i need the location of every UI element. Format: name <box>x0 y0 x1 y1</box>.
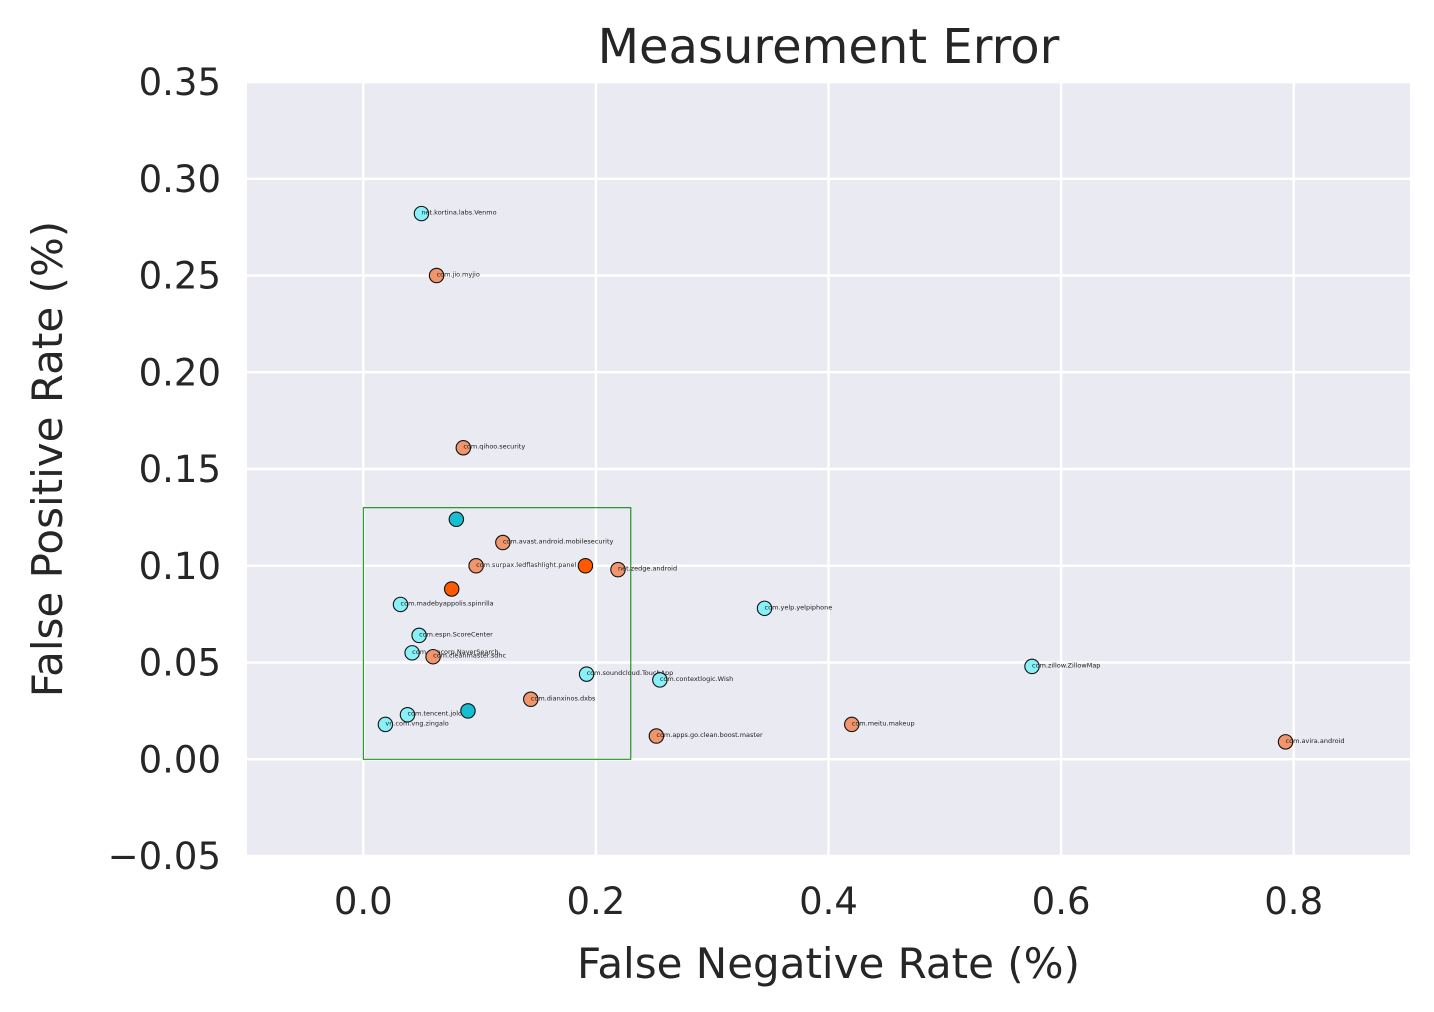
point-marker <box>495 534 511 551</box>
point-label: com.yelp.yelpiphone <box>765 603 833 611</box>
y-tick-label: 0.35 <box>139 61 221 104</box>
y-tick-label: 0.20 <box>139 351 221 394</box>
data-point <box>448 511 465 528</box>
point-marker <box>577 557 594 574</box>
point-marker <box>756 600 773 617</box>
point-marker <box>404 645 420 661</box>
y-tick-label: 0.10 <box>139 545 221 588</box>
point-marker <box>455 439 472 456</box>
x-tick-label: 0.6 <box>1032 880 1091 923</box>
x-tick-label: 0.0 <box>334 880 393 923</box>
point-marker <box>578 666 595 682</box>
point-label: com.surpax.ledflashlight.panel <box>476 561 576 569</box>
data-point: com.surpax.ledflashlight.panel <box>468 557 576 574</box>
point-label: com.meitu.makeup <box>852 719 915 727</box>
point-label: com.nhncorp.NaverSearch <box>412 648 498 656</box>
data-point: com.jio.myjio <box>428 267 480 284</box>
y-tick-label: 0.05 <box>139 642 221 685</box>
point-marker <box>399 706 416 723</box>
data-point: com.meitu.makeup <box>844 716 915 733</box>
data-point: com.qihoo.security <box>455 439 525 456</box>
data-point <box>460 703 476 719</box>
data-point: com.apps.go.clean.boost.master <box>648 728 763 744</box>
point-marker <box>443 581 460 597</box>
data-point: com.soundcloud.TouchApp <box>578 666 674 682</box>
data-point: com.espn.ScoreCenter <box>411 627 493 644</box>
point-marker <box>392 596 409 613</box>
data-point: com.zillow.ZillowMap <box>1024 658 1100 675</box>
point-label: net.zedge.android <box>618 565 677 573</box>
point-label: com.dianxinos.dxbs <box>531 694 596 702</box>
point-label: com.qihoo.security <box>463 443 525 451</box>
data-points: net.kortina.labs.Venmo com.jio.myjio com.q… <box>377 205 1345 750</box>
x-tick-label: 0.2 <box>566 880 625 923</box>
x-axis-label: False Negative Rate (%) <box>577 939 1080 988</box>
point-marker <box>1277 734 1294 750</box>
point-label: com.cleanmaster.sdhc <box>433 652 506 660</box>
point-label: com.jio.myjio <box>437 271 480 279</box>
data-point: com.madebyappolis.spinrilla <box>392 596 494 613</box>
data-point: com.dianxinos.dxbs <box>523 691 596 708</box>
point-label: com.contextlogic.Wish <box>660 675 733 683</box>
data-point: com.cleanmaster.sdhc <box>425 648 507 665</box>
data-point <box>443 581 460 597</box>
data-point: com.contextlogic.Wish <box>652 672 733 688</box>
point-marker <box>652 672 668 688</box>
data-point: com.avast.android.mobilesecurity <box>495 534 614 551</box>
x-tick-label: 0.8 <box>1264 880 1323 923</box>
y-tick-label: 0.30 <box>139 158 221 201</box>
x-tick-label: 0.4 <box>799 880 858 923</box>
data-point: vn.com.vng.zingalo <box>377 716 449 733</box>
data-point <box>577 557 594 574</box>
x-tick-labels: 0.0 0.2 0.4 0.6 0.8 <box>334 880 1323 923</box>
data-point: net.zedge.android <box>610 561 677 578</box>
point-label: com.avira.android <box>1286 737 1345 745</box>
point-label: com.tencent.jolo <box>407 710 462 718</box>
y-tick-label: 0.00 <box>139 738 221 781</box>
point-marker <box>377 716 394 733</box>
point-label: vn.com.vng.zingalo <box>385 719 448 727</box>
point-marker <box>523 691 539 708</box>
point-label: net.kortina.labs.Venmo <box>421 209 496 217</box>
point-marker <box>468 557 484 574</box>
highlight-box <box>362 507 632 760</box>
data-point: com.nhncorp.NaverSearch <box>404 645 499 661</box>
point-marker <box>610 561 626 578</box>
point-label: com.apps.go.clean.boost.master <box>656 731 763 739</box>
point-marker <box>448 511 465 528</box>
point-marker <box>411 627 427 644</box>
data-point: com.tencent.jolo <box>399 706 462 723</box>
y-tick-label: 0.15 <box>139 448 221 491</box>
point-label: com.zillow.ZillowMap <box>1032 661 1100 669</box>
y-tick-labels: −0.05 0.00 0.05 0.10 0.15 0.20 0.25 0.30 0.35 <box>108 61 221 878</box>
point-marker <box>844 716 860 733</box>
point-marker <box>460 703 476 719</box>
point-marker <box>428 267 445 284</box>
point-marker <box>425 648 441 665</box>
point-label: com.avast.android.mobilesecurity <box>503 538 614 546</box>
point-marker <box>413 205 430 222</box>
y-tick-label: −0.05 <box>108 835 221 878</box>
y-tick-label: 0.25 <box>139 255 221 298</box>
point-label: com.espn.ScoreCenter <box>419 630 493 638</box>
grid-lines <box>247 80 1410 858</box>
data-point: com.avira.android <box>1277 734 1345 750</box>
data-point: com.yelp.yelpiphone <box>756 600 833 617</box>
point-label: com.madebyappolis.spinrilla <box>401 599 494 607</box>
point-marker <box>648 728 665 744</box>
data-point: net.kortina.labs.Venmo <box>413 205 497 222</box>
point-label: com.soundcloud.TouchApp <box>587 669 674 677</box>
point-marker <box>1024 658 1040 675</box>
y-axis-label: False Positive Rate (%) <box>23 221 72 697</box>
chart-title: Measurement Error <box>598 19 1060 75</box>
